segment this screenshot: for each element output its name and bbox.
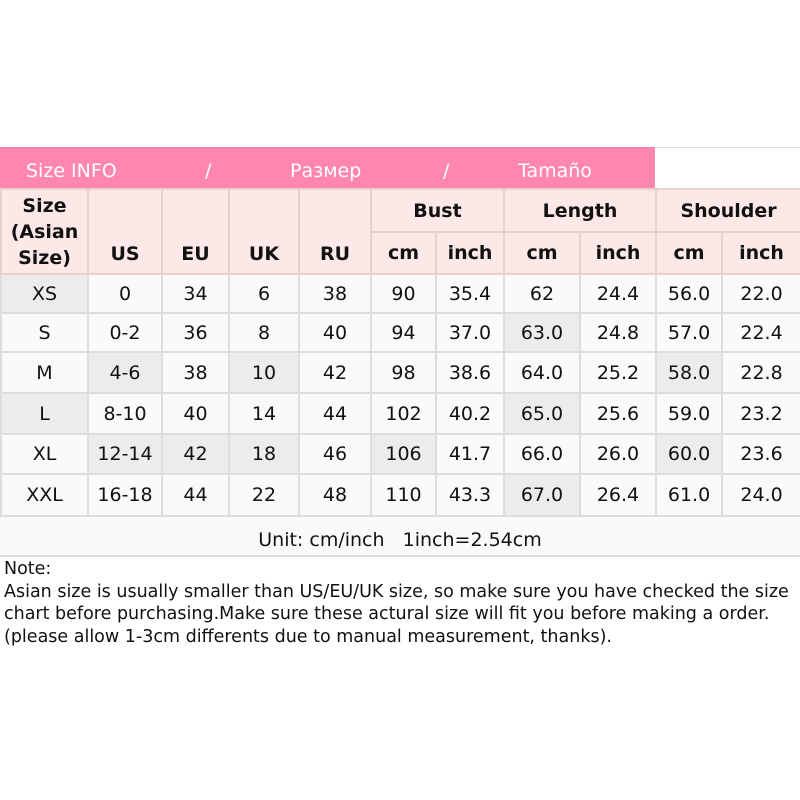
size-value-cell: 42 [298, 351, 372, 394]
size-label-cell: L [0, 392, 89, 435]
table-row: XL 12-14 42 18 46 106 41.7 66.0 26.0 60.0 23.6 [0, 433, 800, 475]
title-separator: / [443, 160, 450, 182]
size-value-cell: 0 [87, 273, 163, 314]
size-value-cell: 65.0 [503, 392, 581, 435]
size-value-cell: 46 [298, 433, 372, 475]
size-label-cell: S [0, 312, 89, 353]
size-value-cell: 35.4 [435, 273, 505, 314]
size-value-cell: 43.3 [435, 473, 505, 517]
header-length-cm: cm [503, 231, 581, 275]
header-bust: Bust [370, 188, 505, 233]
size-value-cell: 22.8 [721, 351, 800, 394]
size-value-cell: 60.0 [655, 433, 724, 475]
size-value-cell: 22 [228, 473, 300, 517]
size-value-cell: 40 [161, 392, 230, 435]
size-value-cell: 23.6 [721, 433, 800, 475]
size-value-cell: 90 [370, 273, 437, 314]
header-ru: RU [298, 188, 372, 275]
header-shoulder-cm: cm [655, 231, 724, 275]
size-value-cell: 94 [370, 312, 437, 353]
size-value-cell: 34 [161, 273, 230, 314]
header-shoulder-inch: inch [721, 231, 800, 275]
size-value-cell: 61.0 [655, 473, 724, 517]
size-value-cell: 0-2 [87, 312, 163, 353]
size-info-title-bar: Size INFO / Размер / Tamaño [0, 147, 655, 188]
note-label: Note: [4, 559, 52, 579]
table-row: XS 0 34 6 38 90 35.4 62 24.4 56.0 22.0 [0, 273, 800, 314]
size-value-cell: 24.0 [721, 473, 800, 517]
header-uk: UK [228, 188, 300, 275]
size-value-cell: 14 [228, 392, 300, 435]
note-text: Asian size is usually smaller than US/EU… [4, 581, 789, 647]
size-value-cell: 64.0 [503, 351, 581, 394]
size-value-cell: 26.4 [578, 473, 658, 517]
size-value-cell: 102 [370, 392, 437, 435]
size-value-cell: 16-18 [87, 473, 163, 517]
table-row: L 8-10 40 14 44 102 40.2 65.0 25.6 59.0 23.2 [0, 392, 800, 435]
size-label-cell: XS [0, 273, 89, 314]
header-bust-inch: inch [435, 231, 505, 275]
size-label-cell: XXL [0, 473, 89, 517]
size-value-cell: 38 [161, 351, 230, 394]
header-bust-cm: cm [370, 231, 437, 275]
header-shoulder: Shoulder [655, 188, 800, 233]
title-separator: / [205, 160, 212, 182]
size-value-cell: 10 [228, 351, 300, 394]
size-value-cell: 37.0 [435, 312, 505, 353]
size-label-cell: XL [0, 433, 89, 475]
size-value-cell: 48 [298, 473, 372, 517]
size-value-cell: 106 [370, 433, 437, 475]
size-chart-table: Size (Asian Size) US EU UK RU Bust Lengt… [0, 188, 800, 517]
title-razmer: Размер [290, 160, 362, 182]
size-value-cell: 23.2 [721, 392, 800, 435]
table-row: XXL 16-18 44 22 48 110 43.3 67.0 26.4 61.0 24.0 [0, 473, 800, 517]
note-block: Note: Asian size is usually smaller than… [4, 558, 800, 648]
size-value-cell: 38 [298, 273, 372, 314]
title-size-info: Size INFO [26, 160, 117, 182]
size-value-cell: 62 [503, 273, 581, 314]
size-value-cell: 59.0 [655, 392, 724, 435]
title-tamano: Tamaño [518, 160, 592, 182]
table-row: S 0-2 36 8 40 94 37.0 63.0 24.8 57.0 22.4 [0, 312, 800, 353]
size-value-cell: 8 [228, 312, 300, 353]
size-value-cell: 44 [298, 392, 372, 435]
size-value-cell: 25.6 [578, 392, 658, 435]
size-value-cell: 26.0 [578, 433, 658, 475]
size-value-cell: 36 [161, 312, 230, 353]
size-value-cell: 41.7 [435, 433, 505, 475]
title-blank [655, 147, 800, 189]
size-value-cell: 66.0 [503, 433, 581, 475]
size-value-cell: 44 [161, 473, 230, 517]
size-value-cell: 25.2 [578, 351, 658, 394]
size-value-cell: 40.2 [435, 392, 505, 435]
size-value-cell: 18 [228, 433, 300, 475]
header-length: Length [502, 188, 658, 233]
header-size: Size (Asian Size) [0, 188, 89, 275]
size-value-cell: 40 [298, 312, 372, 353]
size-value-cell: 4-6 [87, 351, 163, 394]
size-value-cell: 22.4 [721, 312, 800, 353]
size-value-cell: 8-10 [87, 392, 163, 435]
size-value-cell: 42 [161, 433, 230, 475]
size-value-cell: 57.0 [655, 312, 724, 353]
size-value-cell: 24.4 [578, 273, 658, 314]
size-value-cell: 67.0 [503, 473, 581, 517]
header-us: US [87, 188, 163, 275]
size-value-cell: 98 [370, 351, 437, 394]
header-eu: EU [161, 188, 230, 275]
size-value-cell: 12-14 [87, 433, 163, 475]
header-length-inch: inch [578, 231, 658, 275]
size-label-cell: M [0, 351, 89, 394]
unit-note: Unit: cm/inch 1inch=2.54cm [0, 517, 800, 557]
size-value-cell: 63.0 [503, 312, 581, 353]
size-value-cell: 24.8 [578, 312, 658, 353]
size-value-cell: 38.6 [435, 351, 505, 394]
size-value-cell: 56.0 [655, 273, 724, 314]
size-value-cell: 58.0 [655, 351, 724, 394]
size-value-cell: 110 [370, 473, 437, 517]
size-value-cell: 6 [228, 273, 300, 314]
size-value-cell: 22.0 [721, 273, 800, 314]
table-row: M 4-6 38 10 42 98 38.6 64.0 25.2 58.0 22.8 [0, 351, 800, 394]
